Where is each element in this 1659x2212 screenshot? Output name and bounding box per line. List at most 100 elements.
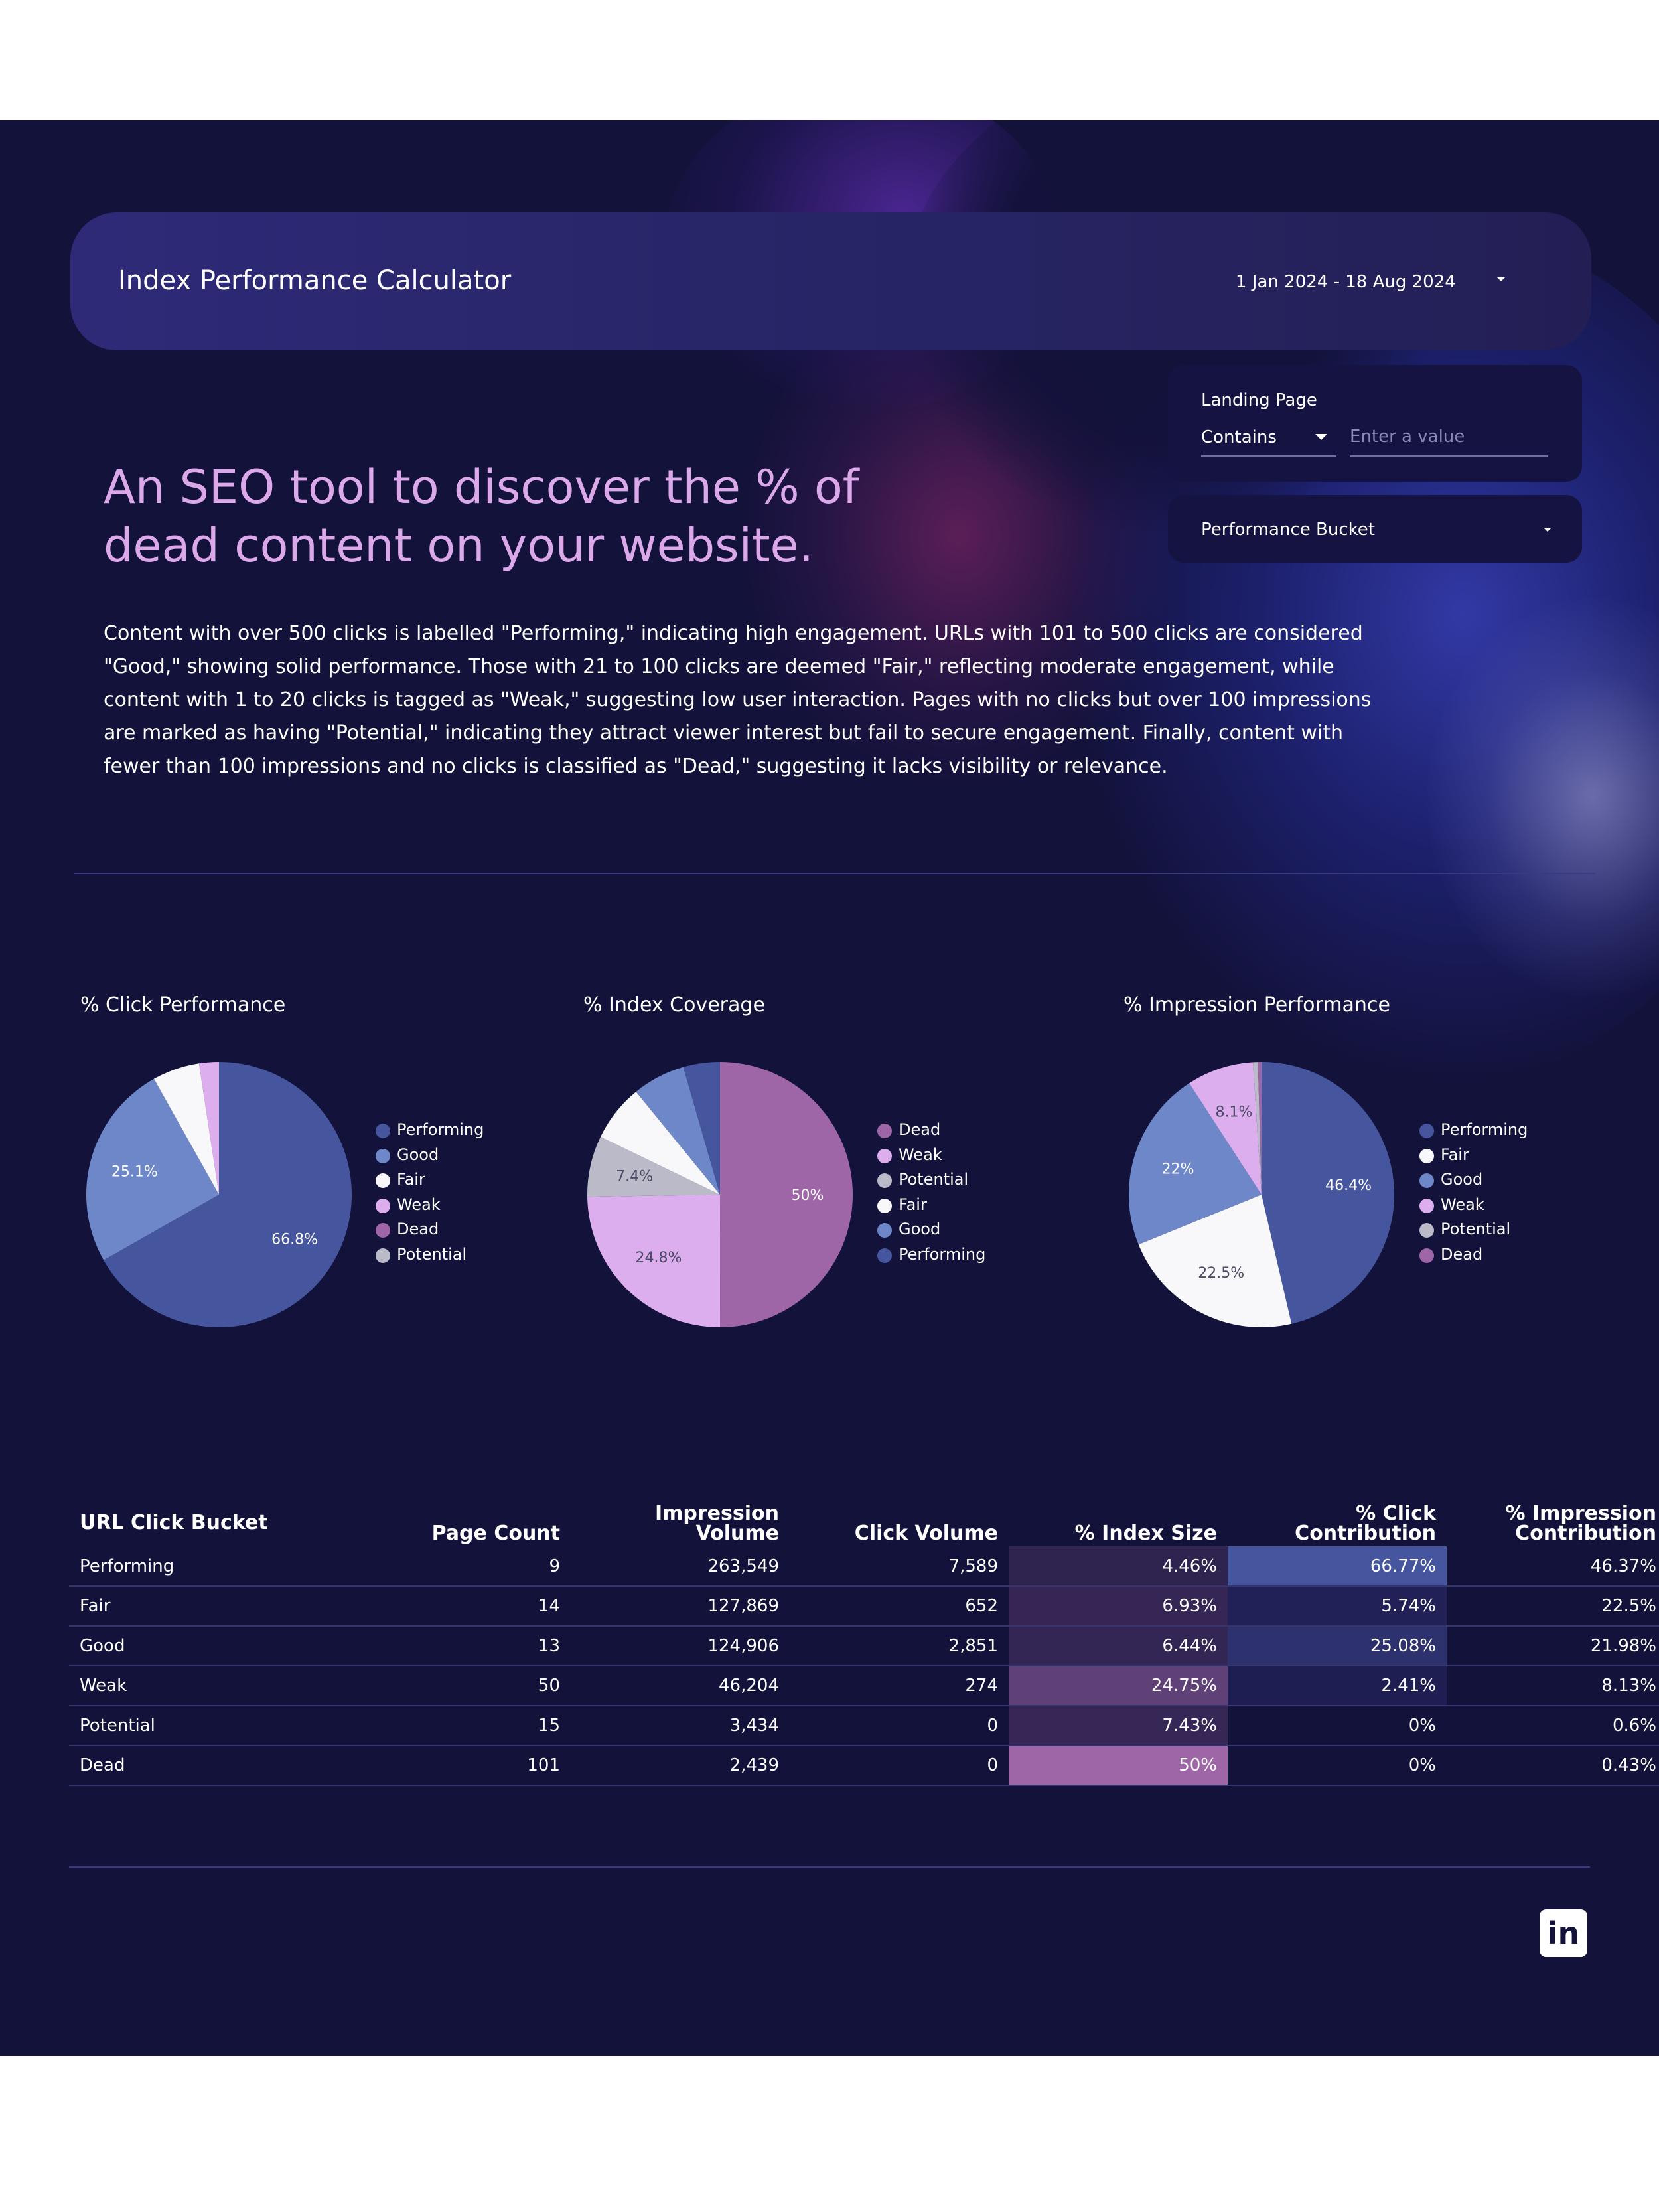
- legend-swatch: [1419, 1148, 1434, 1163]
- table-cell: Potential: [69, 1706, 352, 1746]
- pie-slice-good[interactable]: [86, 1078, 219, 1260]
- page-title: Index Performance Calculator: [118, 265, 512, 296]
- legend-label: Weak: [397, 1195, 441, 1214]
- performance-bucket-filter[interactable]: [1168, 495, 1582, 563]
- footer-divider: [69, 1866, 1590, 1868]
- match-type-select[interactable]: Contains: [1201, 425, 1336, 457]
- legend-swatch: [376, 1148, 390, 1163]
- table-body: Performing 9 263,549 7,589 4.46% 66.77% 46.37%…: [69, 1546, 1659, 1786]
- table-cell: 2,851: [790, 1626, 1009, 1666]
- pie-slice-good[interactable]: [1128, 1083, 1262, 1245]
- legend-swatch: [877, 1223, 892, 1238]
- pie-slice-performing[interactable]: [104, 1062, 352, 1327]
- chart-title-click-performance: % Click Performance: [80, 994, 286, 1017]
- legend-label: Potential: [397, 1244, 467, 1264]
- legend-swatch: [1419, 1198, 1434, 1213]
- table-cell: 124,906: [571, 1626, 790, 1666]
- legend-label: Dead: [1441, 1244, 1483, 1264]
- chart-title-index-coverage: % Index Coverage: [583, 994, 765, 1017]
- bucket-table: URL Click Bucket Page Count Impression Vol…: [69, 1487, 1659, 1786]
- pie-slice-dead[interactable]: [720, 1062, 853, 1327]
- table-row[interactable]: Performing 9 263,549 7,589 4.46% 66.77% 46.37%: [69, 1546, 1659, 1587]
- pie-slice-weak[interactable]: [1189, 1062, 1262, 1195]
- pie-slice-label: 8.1%: [1216, 1104, 1253, 1121]
- table-row[interactable]: Weak 50 46,204 274 24.75% 2.41% 8.13%: [69, 1666, 1659, 1706]
- pie-slice-weak[interactable]: [198, 1062, 219, 1195]
- legend-label: Weak: [899, 1145, 942, 1164]
- background-glow: [1427, 598, 1659, 996]
- pie-slice-fair[interactable]: [600, 1092, 720, 1195]
- legend-label: Fair: [1441, 1145, 1469, 1164]
- column-header-click-volume[interactable]: Click Volume: [854, 1522, 998, 1545]
- table-cell: 263,549: [571, 1546, 790, 1587]
- pie-slice-fair[interactable]: [154, 1063, 219, 1195]
- column-header-url-click-bucket[interactable]: URL Click Bucket: [80, 1511, 268, 1534]
- chevron-down-icon[interactable]: [1544, 528, 1551, 532]
- description: Content with over 500 clicks is labelled…: [104, 622, 1372, 778]
- table-cell: 50%: [1009, 1745, 1228, 1786]
- legend-swatch: [877, 1248, 892, 1263]
- pie-slice-good[interactable]: [636, 1067, 721, 1195]
- pie-slice-potential[interactable]: [1253, 1062, 1262, 1195]
- pie-slice-dead[interactable]: [1258, 1062, 1262, 1195]
- legend-swatch: [877, 1148, 892, 1163]
- legend-label: Good: [899, 1220, 941, 1238]
- impression-performance-pie: 46.4% 22.5% 22% 8.1%: [1128, 1062, 1395, 1328]
- legend-swatch: [1419, 1173, 1434, 1188]
- linkedin-icon[interactable]: in: [1540, 1909, 1587, 1957]
- table-cell: 14: [352, 1586, 571, 1627]
- table-cell: 0.6%: [1447, 1706, 1659, 1746]
- table-cell: Fair: [69, 1586, 352, 1627]
- table-cell: 127,869: [571, 1586, 790, 1627]
- headline-line-2: dead content on your website.: [104, 518, 814, 573]
- table-cell: 274: [790, 1666, 1009, 1706]
- table-row[interactable]: Dead 101 2,439 0 50% 0% 0.43%: [69, 1745, 1659, 1786]
- column-header--click-contribution[interactable]: % Click Contribution: [1295, 1502, 1436, 1545]
- table-cell: 6.44%: [1009, 1626, 1228, 1666]
- table-cell: 46,204: [571, 1666, 790, 1706]
- table-cell: 0: [790, 1706, 1009, 1746]
- chevron-down-icon[interactable]: [1497, 277, 1505, 281]
- table-cell: 2.41%: [1228, 1666, 1447, 1706]
- pie-slice-potential[interactable]: [587, 1136, 720, 1197]
- table-cell: 652: [790, 1586, 1009, 1627]
- landing-page-filter: [1168, 365, 1582, 482]
- legend-swatch: [376, 1248, 390, 1263]
- table-cell: 9: [352, 1546, 571, 1587]
- legend-swatch: [877, 1124, 892, 1138]
- column-header--index-size[interactable]: % Index Size: [1074, 1522, 1217, 1545]
- table-cell: 0%: [1228, 1706, 1447, 1746]
- pie-slice-label: 22.5%: [1198, 1265, 1244, 1282]
- table-cell: Good: [69, 1626, 352, 1666]
- table-cell: 3,434: [571, 1706, 790, 1746]
- legend-label: Performing: [397, 1120, 484, 1139]
- landing-page-label: Landing Page: [1201, 390, 1317, 410]
- legend-label: Fair: [397, 1170, 425, 1189]
- column-header-impression-volume[interactable]: Impression Volume: [654, 1502, 779, 1545]
- pie-slice-label: 24.8%: [635, 1250, 682, 1266]
- legend-swatch: [376, 1198, 390, 1213]
- date-range-picker[interactable]: 1 Jan 2024 - 18 Aug 2024: [1236, 272, 1456, 292]
- table-cell: 4.46%: [1009, 1546, 1228, 1587]
- chevron-down-icon: [1315, 434, 1327, 440]
- landing-page-input[interactable]: [1350, 425, 1548, 457]
- table-cell: 0%: [1228, 1745, 1447, 1786]
- pie-slice-label: 22%: [1162, 1161, 1194, 1177]
- pie-slice-performing[interactable]: [683, 1062, 720, 1195]
- legend-label: Performing: [899, 1244, 986, 1264]
- legend-label: Performing: [1441, 1120, 1528, 1139]
- table-row[interactable]: Potential 15 3,434 0 7.43% 0% 0.6%: [69, 1706, 1659, 1746]
- column-header--impression-contribution[interactable]: % Impression Contribution: [1505, 1502, 1656, 1545]
- legend-label: Good: [1441, 1170, 1483, 1189]
- performance-bucket-label: Performance Bucket: [1201, 520, 1375, 540]
- pie-slice-performing[interactable]: [1262, 1062, 1395, 1324]
- column-header-page-count[interactable]: Page Count: [431, 1522, 560, 1545]
- table-header-row: URL Click Bucket Page Count Impression Vol…: [69, 1487, 1659, 1546]
- pie-slice-fair[interactable]: [1138, 1195, 1292, 1328]
- pie-slice-weak[interactable]: [587, 1195, 721, 1327]
- legend-label: Fair: [899, 1195, 927, 1214]
- table-row[interactable]: Good 13 124,906 2,851 6.44% 25.08% 21.98%: [69, 1626, 1659, 1666]
- legend-label: Good: [397, 1145, 439, 1164]
- table-row[interactable]: Fair 14 127,869 652 6.93% 5.74% 22.5%: [69, 1586, 1659, 1627]
- table-cell: Performing: [69, 1546, 352, 1587]
